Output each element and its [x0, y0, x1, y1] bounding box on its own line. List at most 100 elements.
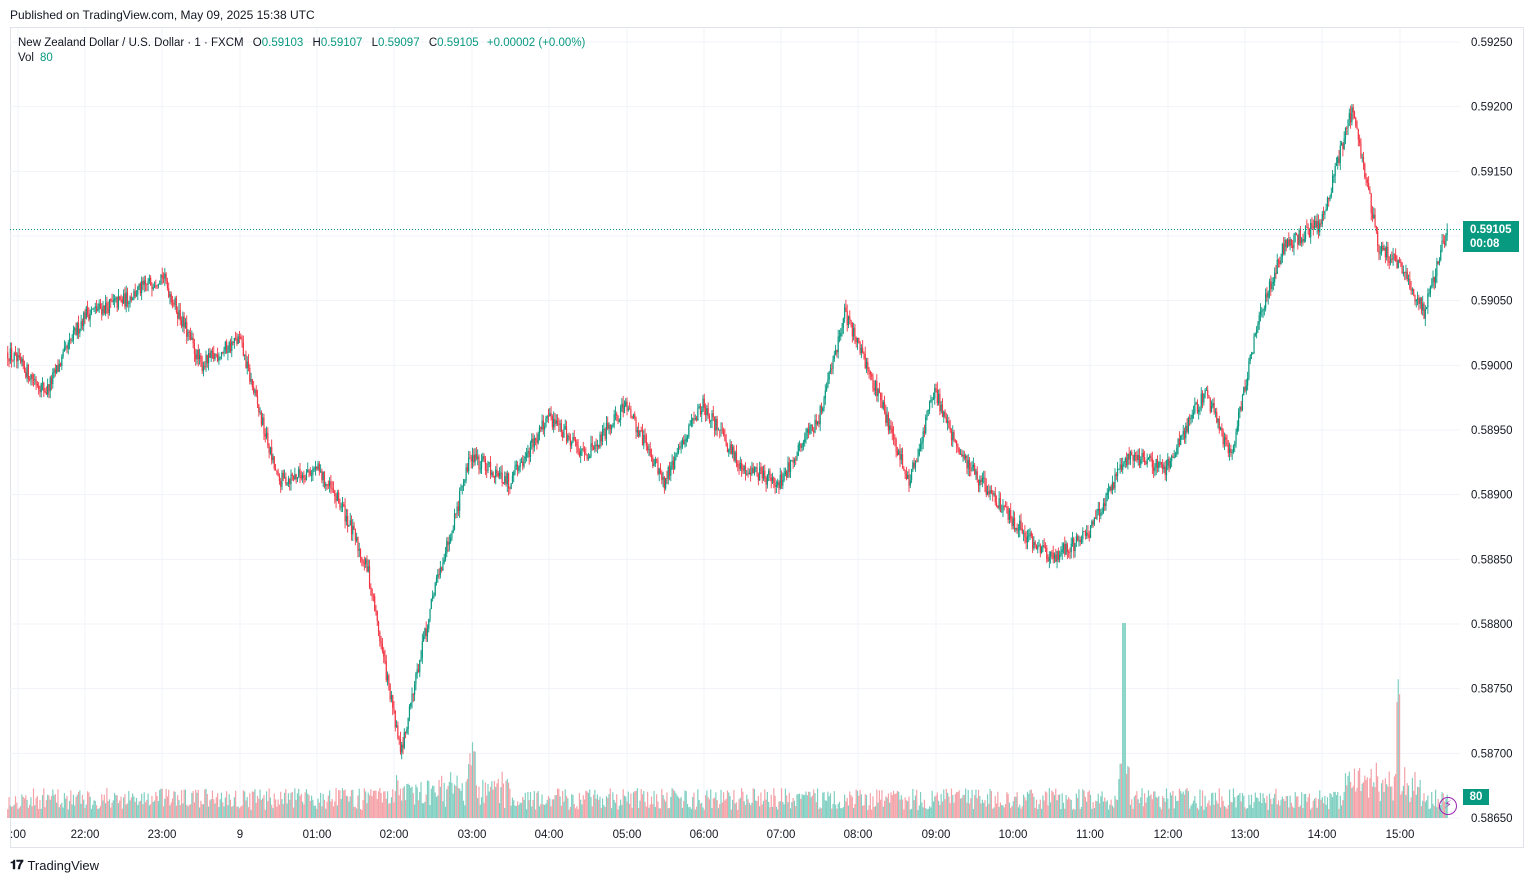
candle [856, 337, 859, 350]
volume-bar [1024, 797, 1026, 818]
volume-bar [1334, 791, 1336, 818]
candle-body [1346, 128, 1348, 129]
volume-bar [1135, 795, 1137, 818]
volume-bar [788, 792, 790, 818]
candle [1168, 456, 1170, 473]
candle-body [529, 442, 532, 458]
candle [601, 424, 604, 446]
candle-body [1140, 459, 1142, 466]
candle [101, 303, 103, 321]
candle-body [504, 476, 506, 484]
volume-bar [1120, 763, 1123, 818]
volume-bar [976, 798, 978, 818]
candle [1383, 244, 1385, 251]
candle-body [21, 358, 23, 363]
volume-bar [429, 805, 431, 818]
candle-body [1249, 355, 1251, 362]
volume-bar [175, 805, 178, 818]
candle-body [1201, 393, 1204, 403]
candle-body [822, 408, 824, 412]
volume-bar [1144, 793, 1146, 818]
candle-body [653, 464, 655, 466]
volume-bar [150, 804, 152, 818]
volume-bar [262, 798, 264, 818]
candle [918, 443, 920, 457]
candle-body [1032, 536, 1034, 549]
volume-bar [222, 802, 224, 818]
candle [1119, 457, 1121, 474]
volume-bar [491, 781, 493, 818]
volume-bar [1147, 790, 1150, 818]
candle [1433, 276, 1435, 290]
candle-body [726, 445, 729, 453]
candle-body [399, 739, 402, 753]
candle [922, 427, 924, 450]
candle [161, 267, 163, 285]
volume-bar [151, 795, 153, 818]
candle-body [224, 341, 226, 350]
volume-bar [474, 751, 476, 818]
candle [1440, 244, 1442, 262]
candle [251, 378, 253, 391]
candle [1150, 452, 1152, 462]
candle-body [47, 384, 49, 395]
candle-body [1138, 455, 1141, 466]
candle [820, 402, 823, 415]
volume-bar [844, 794, 846, 818]
candle [1066, 542, 1068, 559]
candle-body [713, 417, 716, 431]
candle-body [1344, 128, 1347, 139]
candle-body [178, 310, 180, 319]
candle-body [273, 456, 275, 469]
candle [65, 341, 67, 351]
candle-body [1181, 434, 1183, 436]
tradingview-brand[interactable]: 𝟏𝟕 TradingView [10, 857, 99, 873]
lightning-icon[interactable]: ⚡ [1439, 797, 1457, 815]
volume-bar [438, 780, 440, 818]
volume-bar [926, 809, 928, 818]
candle-body [388, 675, 390, 684]
candle-body [1281, 244, 1283, 258]
volume-bar [506, 778, 508, 818]
volume-bar [236, 806, 238, 818]
y-tick-label: 0.58950 [1471, 425, 1513, 437]
candle [1404, 271, 1406, 281]
candle [77, 315, 80, 340]
volume-bar [208, 806, 210, 818]
candle [708, 413, 711, 424]
candle [9, 342, 11, 364]
volume-bar [748, 802, 750, 818]
candle-body [1020, 520, 1022, 529]
candle [1219, 426, 1222, 431]
candle-body [1195, 402, 1197, 405]
candle [233, 337, 235, 349]
candle [147, 278, 149, 292]
candle [89, 309, 91, 328]
candle-body [1024, 532, 1026, 538]
candle-body [1331, 175, 1334, 193]
candle [175, 295, 178, 314]
candle [800, 442, 802, 452]
candle-body [675, 453, 677, 458]
volume-bar [1409, 802, 1411, 818]
candle-body [1434, 275, 1437, 283]
candle [938, 389, 940, 406]
volume-bar [783, 804, 785, 818]
volume-bar [1029, 790, 1031, 818]
candle-body [1109, 486, 1111, 491]
volume-bar [545, 803, 547, 818]
volume-bar [791, 802, 793, 818]
candle-body [380, 641, 382, 644]
candle [1344, 127, 1347, 145]
candle [645, 433, 647, 451]
volume-bar [377, 791, 380, 818]
candle-body [1353, 112, 1356, 119]
x-tick-label: 05:00 [613, 829, 642, 841]
candle-body [287, 479, 290, 484]
candle-body [1401, 262, 1403, 274]
candle [1102, 498, 1105, 515]
candle [420, 650, 422, 662]
candle-body [198, 355, 201, 360]
candle [826, 382, 828, 392]
